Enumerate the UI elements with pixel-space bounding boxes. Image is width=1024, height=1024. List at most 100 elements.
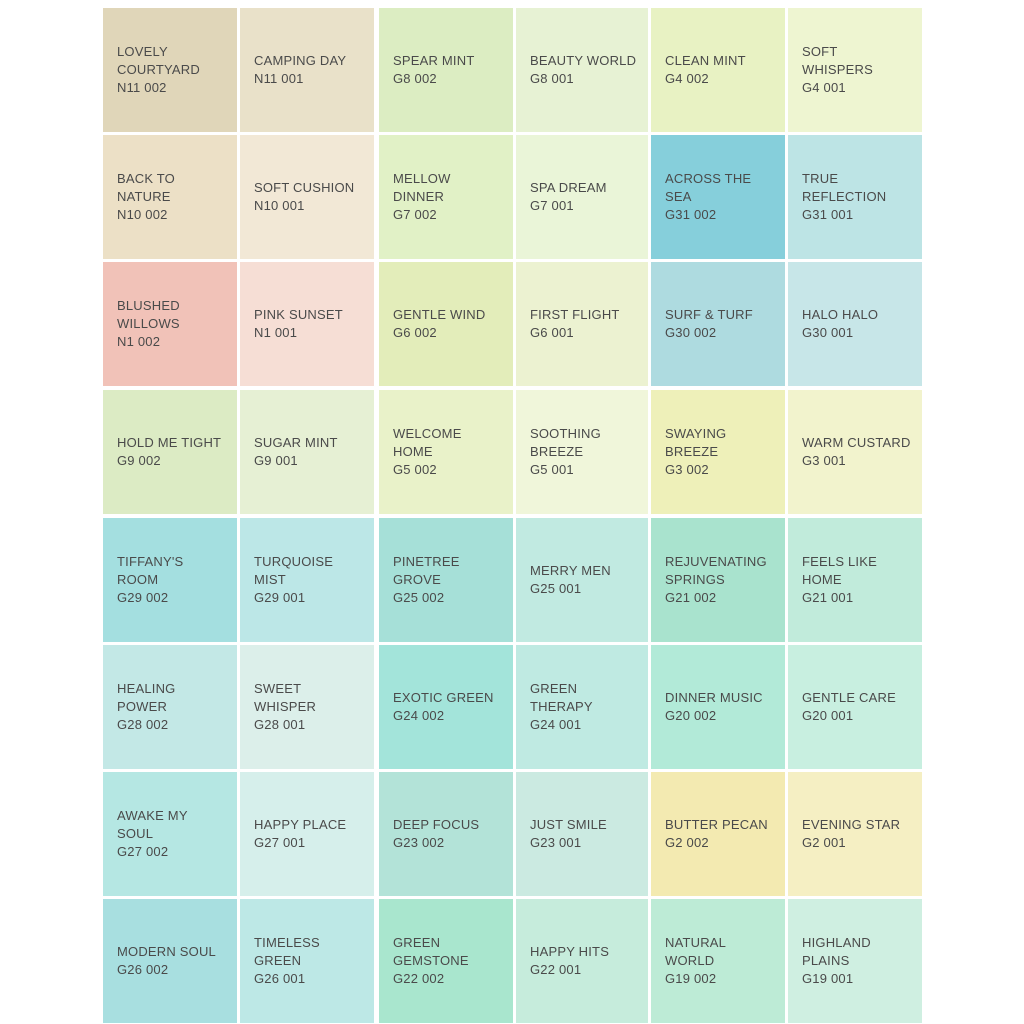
swatch-name: EXOTIC GREEN <box>393 690 494 705</box>
swatch-code: N11 002 <box>117 80 167 95</box>
color-swatch[interactable]: GENTLE WIND G6 002 <box>379 262 513 386</box>
swatch-label: BUTTER PECAN G2 002 <box>665 772 779 896</box>
color-swatch[interactable]: FIRST FLIGHT G6 001 <box>516 262 648 386</box>
swatch-name: SOFT CUSHION <box>254 180 355 195</box>
swatch-label: TURQUOISE MIST G29 001 <box>254 518 368 642</box>
color-swatch[interactable]: CAMPING DAY N11 001 <box>240 8 374 132</box>
swatch-name: BUTTER PECAN <box>665 817 768 832</box>
swatch-label: SWEET WHISPER G28 001 <box>254 645 368 769</box>
swatch-label: JUST SMILE G23 001 <box>530 772 642 896</box>
color-swatch[interactable]: SWEET WHISPER G28 001 <box>240 645 374 769</box>
color-swatch[interactable]: DINNER MUSIC G20 002 <box>651 645 785 769</box>
swatch-label: REJUVENATING SPRINGS G21 002 <box>665 518 779 642</box>
swatch-label: SOFT WHISPERS G4 001 <box>802 8 916 132</box>
swatch-code: G24 002 <box>393 708 445 723</box>
swatch-code: G24 001 <box>530 717 582 732</box>
swatch-code: G9 002 <box>117 453 161 468</box>
swatch-code: G29 002 <box>117 590 169 605</box>
color-swatch[interactable]: HAPPY PLACE G27 001 <box>240 772 374 896</box>
swatch-label: SOFT CUSHION N10 001 <box>254 135 368 259</box>
color-swatch[interactable]: SOOTHING BREEZE G5 001 <box>516 390 648 514</box>
swatch-label: TIFFANY'S ROOM G29 002 <box>117 518 231 642</box>
swatch-name: SUGAR MINT <box>254 435 338 450</box>
swatch-code: G20 002 <box>665 708 717 723</box>
swatch-name: SOOTHING BREEZE <box>530 426 601 459</box>
color-swatch[interactable]: HIGHLAND PLAINS G19 001 <box>788 899 922 1023</box>
swatch-code: G27 001 <box>254 835 306 850</box>
color-swatch[interactable]: DEEP FOCUS G23 002 <box>379 772 513 896</box>
color-swatch[interactable]: SWAYING BREEZE G3 002 <box>651 390 785 514</box>
swatch-label: HAPPY PLACE G27 001 <box>254 772 368 896</box>
color-swatch[interactable]: BEAUTY WORLD G8 001 <box>516 8 648 132</box>
color-swatch[interactable]: GREEN GEMSTONE G22 002 <box>379 899 513 1023</box>
swatch-label: GREEN GEMSTONE G22 002 <box>393 899 507 1023</box>
color-swatch[interactable]: SPEAR MINT G8 002 <box>379 8 513 132</box>
swatch-code: G26 002 <box>117 962 169 977</box>
color-swatch[interactable]: GENTLE CARE G20 001 <box>788 645 922 769</box>
swatch-label: SWAYING BREEZE G3 002 <box>665 390 779 514</box>
swatch-name: HOLD ME TIGHT <box>117 435 222 450</box>
swatch-name: PINK SUNSET <box>254 307 343 322</box>
swatch-code: N11 001 <box>254 71 304 86</box>
color-swatch[interactable]: PINK SUNSET N1 001 <box>240 262 374 386</box>
color-swatch[interactable]: HAPPY HITS G22 001 <box>516 899 648 1023</box>
color-swatch[interactable]: CLEAN MINT G4 002 <box>651 8 785 132</box>
swatch-name: SPEAR MINT <box>393 53 475 68</box>
color-swatch[interactable]: LOVELY COURTYARD N11 002 <box>103 8 237 132</box>
swatch-label: FIRST FLIGHT G6 001 <box>530 262 642 386</box>
swatch-label: HEALING POWER G28 002 <box>117 645 231 769</box>
swatch-name: MERRY MEN <box>530 563 611 578</box>
color-swatch[interactable]: TIFFANY'S ROOM G29 002 <box>103 518 237 642</box>
color-swatch[interactable]: JUST SMILE G23 001 <box>516 772 648 896</box>
color-swatch[interactable]: NATURAL WORLD G19 002 <box>651 899 785 1023</box>
color-swatch[interactable]: TRUE REFLECTION G31 001 <box>788 135 922 259</box>
color-swatch[interactable]: HALO HALO G30 001 <box>788 262 922 386</box>
swatch-code: G3 002 <box>665 462 709 477</box>
swatch-code: N10 002 <box>117 207 168 222</box>
swatch-code: G25 002 <box>393 590 445 605</box>
swatch-name: PINETREE GROVE <box>393 554 460 587</box>
color-swatch[interactable]: MELLOW DINNER G7 002 <box>379 135 513 259</box>
swatch-code: G6 001 <box>530 325 574 340</box>
swatch-name: ACROSS THE SEA <box>665 171 752 204</box>
swatch-label: SOOTHING BREEZE G5 001 <box>530 390 642 514</box>
swatch-code: G28 001 <box>254 717 306 732</box>
swatch-code: N10 001 <box>254 198 305 213</box>
color-swatch[interactable]: SOFT CUSHION N10 001 <box>240 135 374 259</box>
color-swatch[interactable]: FEELS LIKE HOME G21 001 <box>788 518 922 642</box>
color-swatch[interactable]: SURF & TURF G30 002 <box>651 262 785 386</box>
color-swatch[interactable]: REJUVENATING SPRINGS G21 002 <box>651 518 785 642</box>
color-swatch[interactable]: BLUSHED WILLOWS N1 002 <box>103 262 237 386</box>
swatch-code: G26 001 <box>254 971 306 986</box>
swatch-label: DEEP FOCUS G23 002 <box>393 772 507 896</box>
swatch-label: HAPPY HITS G22 001 <box>530 899 642 1023</box>
color-swatch[interactable]: TIMELESS GREEN G26 001 <box>240 899 374 1023</box>
color-swatch[interactable]: HEALING POWER G28 002 <box>103 645 237 769</box>
color-swatch[interactable]: WARM CUSTARD G3 001 <box>788 390 922 514</box>
swatch-label: CAMPING DAY N11 001 <box>254 8 368 132</box>
color-swatch[interactable]: TURQUOISE MIST G29 001 <box>240 518 374 642</box>
color-swatch[interactable]: EXOTIC GREEN G24 002 <box>379 645 513 769</box>
color-swatch[interactable]: SPA DREAM G7 001 <box>516 135 648 259</box>
color-swatch[interactable]: BACK TO NATURE N10 002 <box>103 135 237 259</box>
swatch-name: AWAKE MY SOUL <box>117 808 188 841</box>
color-swatch[interactable]: HOLD ME TIGHT G9 002 <box>103 390 237 514</box>
swatch-label: GREEN THERAPY G24 001 <box>530 645 642 769</box>
color-swatch[interactable]: MODERN SOUL G26 002 <box>103 899 237 1023</box>
color-swatch[interactable]: MERRY MEN G25 001 <box>516 518 648 642</box>
color-swatch[interactable]: WELCOME HOME G5 002 <box>379 390 513 514</box>
color-swatch[interactable]: BUTTER PECAN G2 002 <box>651 772 785 896</box>
color-swatch[interactable]: EVENING STAR G2 001 <box>788 772 922 896</box>
color-swatch[interactable]: PINETREE GROVE G25 002 <box>379 518 513 642</box>
swatch-label: BLUSHED WILLOWS N1 002 <box>117 262 231 386</box>
color-swatch[interactable]: SUGAR MINT G9 001 <box>240 390 374 514</box>
swatch-name: HAPPY HITS <box>530 944 610 959</box>
color-swatch[interactable]: GREEN THERAPY G24 001 <box>516 645 648 769</box>
swatch-label: LOVELY COURTYARD N11 002 <box>117 8 231 132</box>
swatch-name: BLUSHED WILLOWS <box>117 298 180 331</box>
color-swatch[interactable]: SOFT WHISPERS G4 001 <box>788 8 922 132</box>
swatch-name: TIFFANY'S ROOM <box>117 554 184 587</box>
color-swatch[interactable]: AWAKE MY SOUL G27 002 <box>103 772 237 896</box>
color-swatch[interactable]: ACROSS THE SEA G31 002 <box>651 135 785 259</box>
swatch-code: G8 001 <box>530 71 574 86</box>
